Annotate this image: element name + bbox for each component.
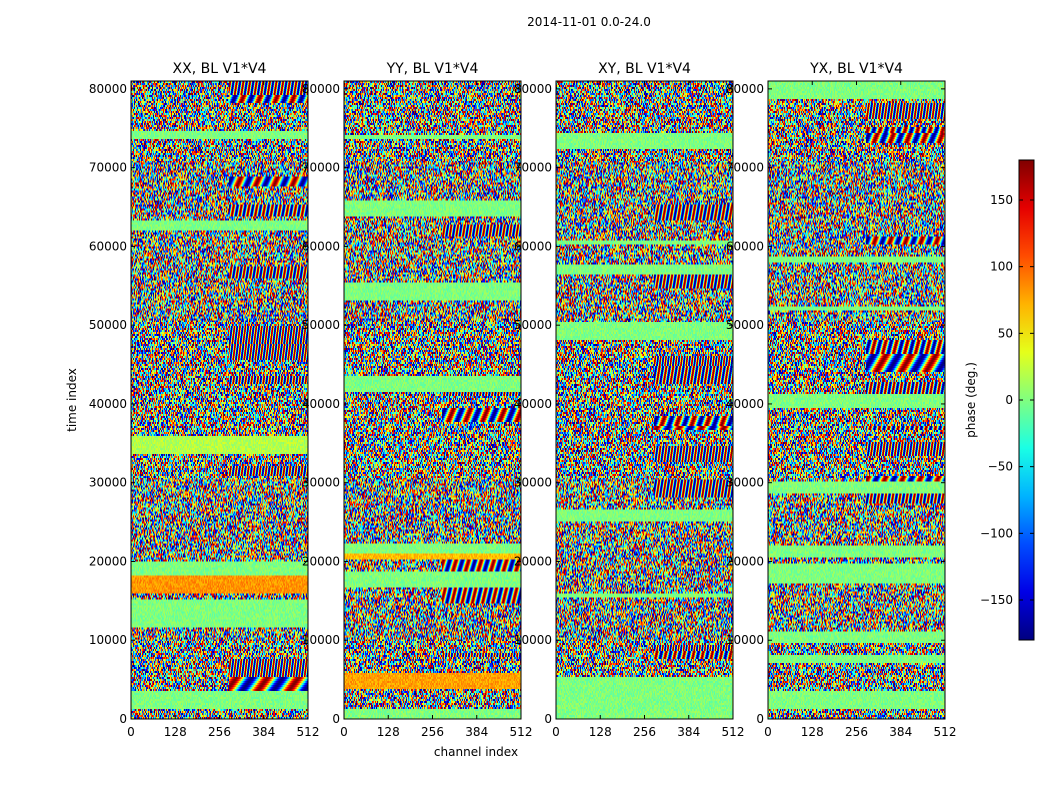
panel-3: XY, BL V1*V4 0 128 256 384 512 0 10000 20000 3000… — [514, 61, 745, 739]
panel-heatmap — [131, 81, 308, 719]
y-tick-label: 50000 — [514, 318, 552, 332]
x-tick-label: 256 — [421, 725, 444, 739]
x-tick-label: 0 — [764, 725, 772, 739]
panel-title: YY, BL V1*V4 — [386, 61, 479, 77]
colorbar-tick-label: −100 — [980, 526, 1013, 540]
panel-1: XX, BL V1*V4 0 128 256 384 512 0 10000 20000 3000… — [89, 61, 320, 739]
x-tick-label: 128 — [164, 725, 187, 739]
y-tick-label: 50000 — [89, 318, 127, 332]
panel-heatmap — [344, 81, 521, 719]
y-tick-label: 40000 — [726, 397, 764, 411]
panels: XX, BL V1*V4 0 128 256 384 512 0 10000 20000 3000… — [89, 61, 957, 739]
y-tick-label: 60000 — [514, 239, 552, 253]
colorbar-tick-label: 150 — [990, 193, 1013, 207]
x-tick-label: 0 — [340, 725, 348, 739]
x-tick-label: 256 — [845, 725, 868, 739]
colorbar-tick-label: 0 — [1005, 393, 1013, 407]
y-tick-label: 40000 — [302, 397, 340, 411]
panel-heatmap — [768, 81, 945, 719]
y-tick-label: 60000 — [726, 239, 764, 253]
x-tick-label: 128 — [801, 725, 824, 739]
y-tick-label: 20000 — [726, 554, 764, 568]
colorbar-tick-label: −50 — [988, 460, 1013, 474]
y-tick-label: 30000 — [726, 476, 764, 490]
y-tick-label: 50000 — [726, 318, 764, 332]
y-tick-label: 70000 — [514, 161, 552, 175]
panel-4: YX, BL V1*V4 0 128 256 384 512 0 10000 20000 3000… — [726, 61, 957, 739]
x-tick-label: 512 — [510, 725, 533, 739]
x-tick-label: 512 — [722, 725, 745, 739]
y-tick-label: 0 — [332, 712, 340, 726]
y-tick-label: 10000 — [726, 633, 764, 647]
y-tick-label: 30000 — [302, 476, 340, 490]
y-tick-label: 20000 — [89, 554, 127, 568]
y-tick-label: 0 — [544, 712, 552, 726]
colorbar-tick-label: 50 — [998, 326, 1013, 340]
y-tick-label: 30000 — [514, 476, 552, 490]
y-tick-label: 80000 — [514, 82, 552, 96]
y-tick-label: 40000 — [514, 397, 552, 411]
y-tick-label: 10000 — [89, 633, 127, 647]
y-tick-label: 60000 — [89, 239, 127, 253]
x-tick-label: 0 — [552, 725, 560, 739]
y-tick-label: 80000 — [89, 82, 127, 96]
x-tick-label: 384 — [677, 725, 700, 739]
y-tick-label: 20000 — [302, 554, 340, 568]
y-axis-label: time index — [65, 368, 79, 432]
y-tick-label: 10000 — [302, 633, 340, 647]
y-tick-label: 60000 — [302, 239, 340, 253]
colorbar-tick-label: −150 — [980, 593, 1013, 607]
y-tick-label: 70000 — [302, 161, 340, 175]
x-tick-label: 256 — [208, 725, 231, 739]
y-tick-label: 0 — [756, 712, 764, 726]
y-tick-label: 80000 — [302, 82, 340, 96]
x-tick-label: 128 — [589, 725, 612, 739]
panel-heatmap — [556, 81, 733, 719]
x-tick-label: 384 — [252, 725, 275, 739]
x-tick-label: 512 — [934, 725, 957, 739]
x-tick-label: 512 — [297, 725, 320, 739]
y-tick-label: 30000 — [89, 476, 127, 490]
panel-2: YY, BL V1*V4 0 128 256 384 512 0 10000 20000 3000… — [302, 61, 533, 739]
colorbar: 150 100 50 0 −50 −100 −150 — [980, 159, 1035, 641]
y-tick-label: 10000 — [514, 633, 552, 647]
y-tick-label: 50000 — [302, 318, 340, 332]
y-tick-label: 80000 — [726, 82, 764, 96]
colorbar-tick-label: 100 — [990, 260, 1013, 274]
panel-title: YX, BL V1*V4 — [809, 61, 903, 77]
x-tick-label: 256 — [633, 725, 656, 739]
y-tick-label: 70000 — [89, 161, 127, 175]
y-tick-label: 40000 — [89, 397, 127, 411]
x-tick-label: 0 — [127, 725, 135, 739]
panel-title: XY, BL V1*V4 — [598, 61, 691, 77]
x-axis-label: channel index — [434, 745, 518, 759]
y-tick-label: 0 — [119, 712, 127, 726]
x-tick-label: 384 — [465, 725, 488, 739]
y-tick-label: 70000 — [726, 161, 764, 175]
figure-title: 2014-11-01 0.0-24.0 — [527, 15, 651, 29]
colorbar-label: phase (deg.) — [964, 362, 978, 438]
panel-title: XX, BL V1*V4 — [173, 61, 267, 77]
x-tick-label: 128 — [377, 725, 400, 739]
y-tick-label: 20000 — [514, 554, 552, 568]
x-tick-label: 384 — [889, 725, 912, 739]
